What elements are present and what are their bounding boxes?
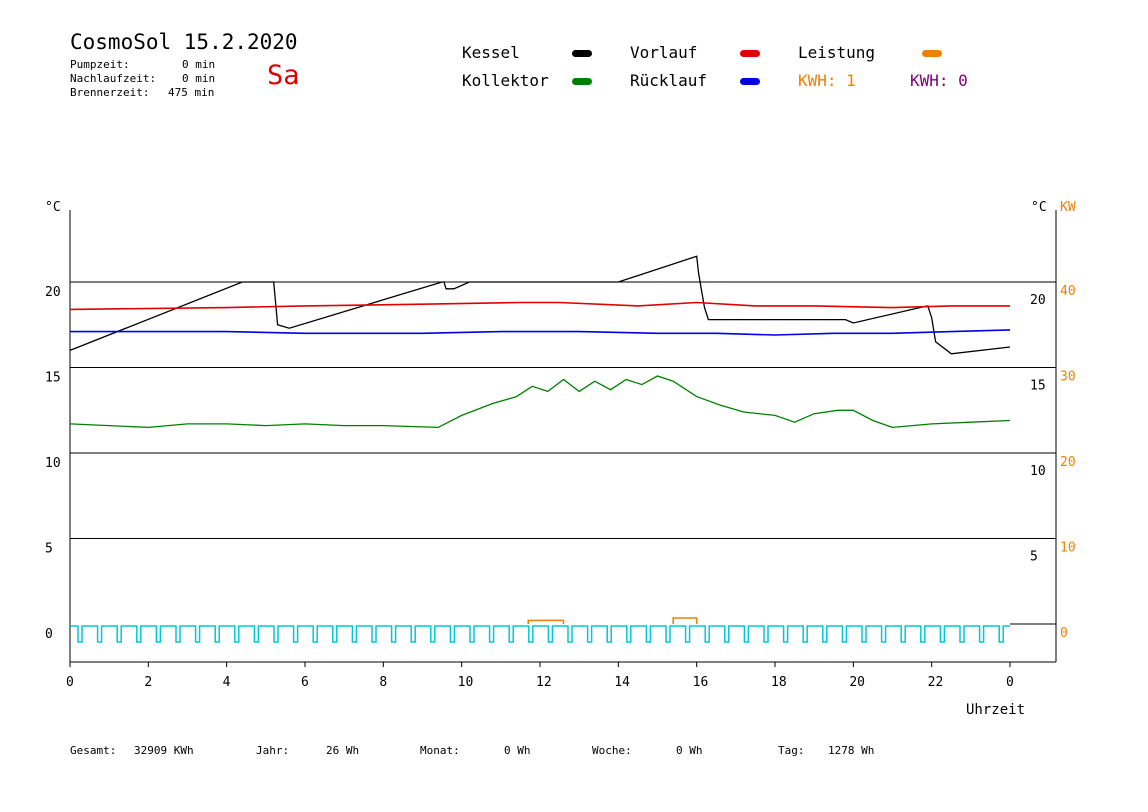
y-tick-power: 0 <box>1060 626 1068 641</box>
x-tick-label: 12 <box>536 675 552 690</box>
x-tick-label: 14 <box>614 675 630 690</box>
series-leistung-line <box>672 617 698 624</box>
series-line-kessel <box>69 255 1011 355</box>
nachlaufzeit-label: Nachlaufzeit: <box>70 72 157 85</box>
series-line-rcklauf <box>70 329 1011 336</box>
x-tick-label: 8 <box>379 675 387 690</box>
y-tick-power: 40 <box>1060 284 1076 299</box>
series-line-vorlauf <box>69 301 1010 311</box>
brennerzeit-value: 475 min <box>168 86 215 99</box>
x-tick-label: 16 <box>693 675 709 690</box>
pumpzeit-value: 0 min <box>182 58 216 71</box>
x-tick-label: 20 <box>849 675 865 690</box>
footer-monat-value: 0 Wh <box>504 744 531 757</box>
y-tick-left: 20 <box>45 285 61 300</box>
x-tick-label: 10 <box>458 675 474 690</box>
legend-kessel-label: Kessel <box>462 43 520 62</box>
y-tick-power: 30 <box>1060 370 1076 385</box>
legend-leistung-swatch <box>922 50 942 57</box>
y-tick-left: 10 <box>45 456 61 471</box>
y-unit-left: °C <box>45 200 61 215</box>
x-axis-label: Uhrzeit <box>966 702 1025 718</box>
y-tick-left: 15 <box>45 371 61 386</box>
legend-ruecklauf-label: Rücklauf <box>630 71 708 90</box>
legend-vorlauf-label: Vorlauf <box>630 43 698 62</box>
x-tick-label: 2 <box>144 675 152 690</box>
y-tick-power: 10 <box>1060 541 1076 556</box>
x-tick-label: 6 <box>301 675 309 690</box>
x-tick-label: 4 <box>223 675 231 690</box>
pumpzeit-label: Pumpzeit: <box>70 58 130 71</box>
legend-ruecklauf-swatch <box>740 78 760 85</box>
footer-jahr-value: 26 Wh <box>326 744 360 757</box>
legend-kwh2-label: KWH: 0 <box>910 71 968 90</box>
y-tick-right: 15 <box>1030 379 1046 394</box>
series-leistung-line <box>527 619 565 624</box>
y-tick-left: 0 <box>45 627 53 642</box>
pump-activity-line <box>70 625 1010 643</box>
y-tick-power: 20 <box>1060 455 1076 470</box>
y-unit-power: KW <box>1060 200 1076 215</box>
footer-jahr-label: Jahr: <box>256 744 290 757</box>
x-tick-label: 0 <box>66 675 74 690</box>
footer-woche-label: Woche: <box>592 744 632 757</box>
series-line-kollektor <box>69 375 1011 429</box>
y-tick-right: 10 <box>1030 464 1046 479</box>
footer-tag-label: Tag: <box>778 744 805 757</box>
legend-vorlauf-swatch <box>740 50 760 57</box>
legend-kollektor-swatch <box>572 78 592 85</box>
y-unit-right: °C <box>1031 200 1047 215</box>
y-tick-right: 20 <box>1030 293 1046 308</box>
footer-gesamt-label: Gesamt: <box>70 744 117 757</box>
y-tick-left: 5 <box>45 542 53 557</box>
brennerzeit-label: Brennerzeit: <box>70 86 150 99</box>
legend-kollektor-label: Kollektor <box>462 71 549 90</box>
x-tick-label: 18 <box>771 675 787 690</box>
legend-kessel-swatch <box>572 50 592 57</box>
footer-monat-label: Monat: <box>420 744 460 757</box>
nachlaufzeit-value: 0 min <box>182 72 216 85</box>
x-tick-label: 0 <box>1006 675 1014 690</box>
chart-title: CosmoSol 15.2.2020 <box>70 30 298 54</box>
weekday-label: Sa <box>267 60 300 91</box>
y-tick-right: 5 <box>1030 550 1038 565</box>
footer-gesamt-value: 32909 KWh <box>134 744 194 757</box>
footer-woche-value: 0 Wh <box>676 744 703 757</box>
footer-tag-value: 1278 Wh <box>828 744 875 757</box>
legend-kwh1-label: KWH: 1 <box>798 71 856 90</box>
legend-leistung-label: Leistung <box>798 43 876 62</box>
x-tick-label: 22 <box>928 675 944 690</box>
